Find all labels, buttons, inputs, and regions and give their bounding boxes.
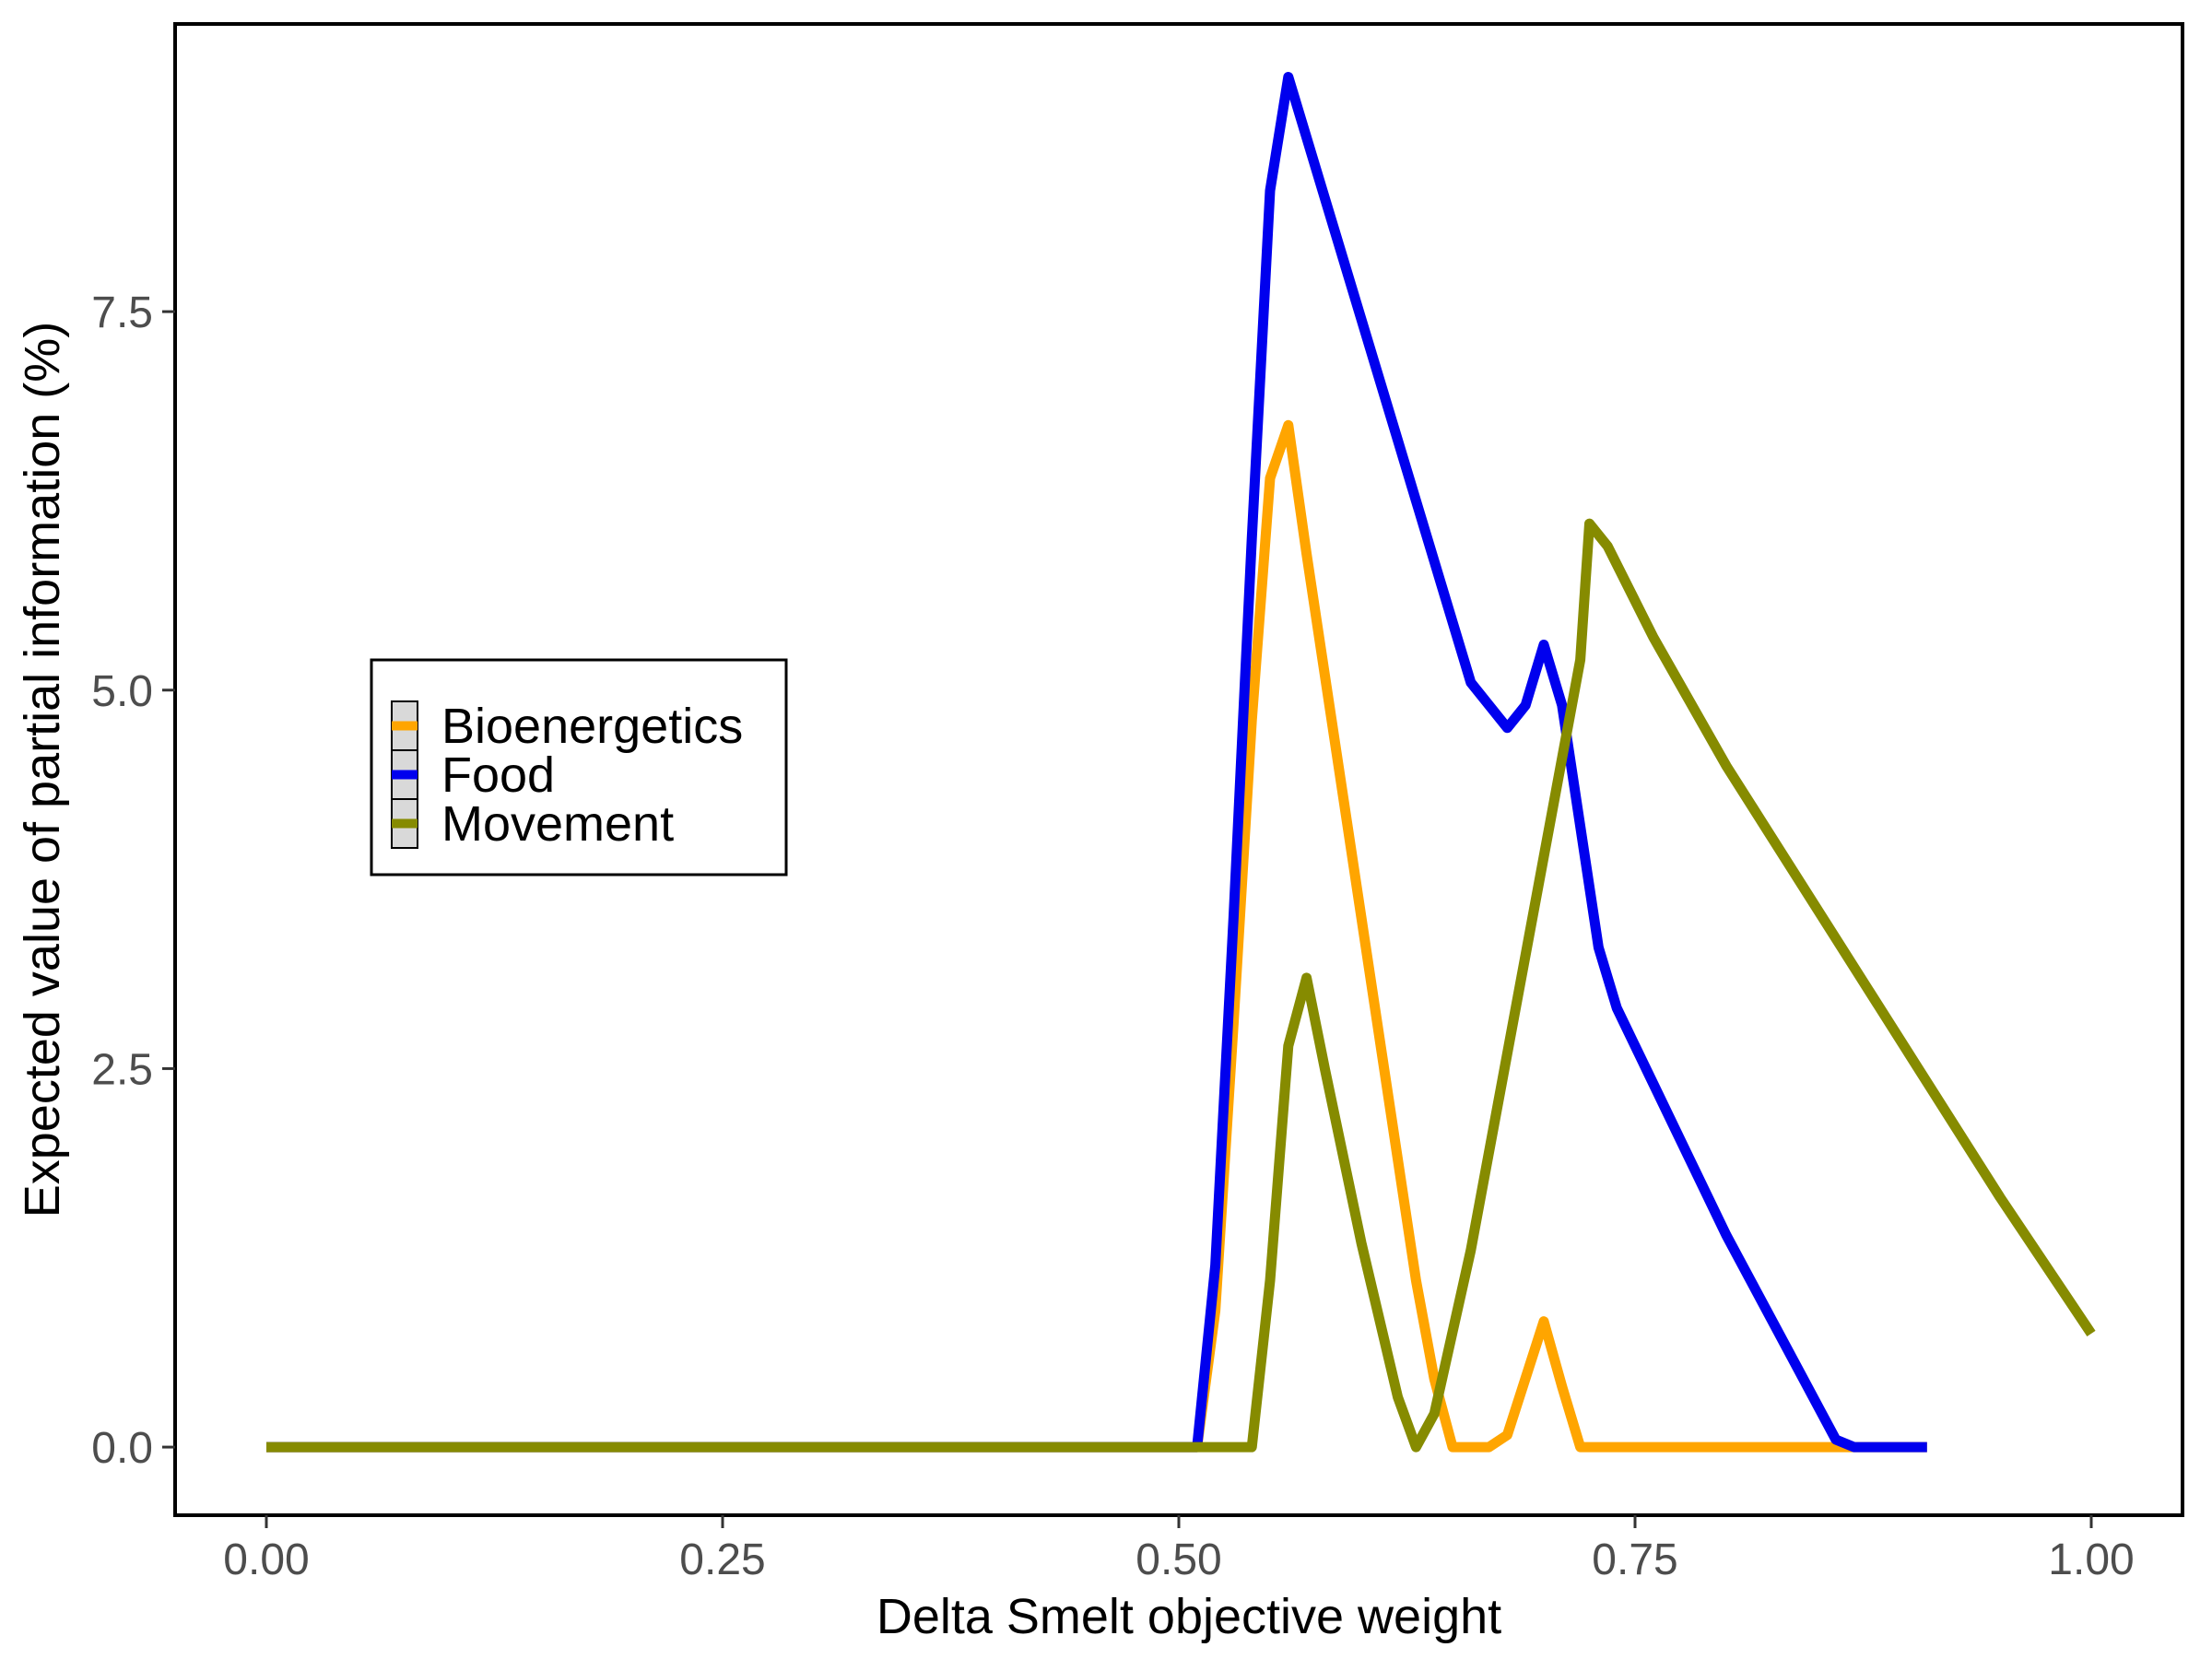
series-layer [266,72,2096,1453]
y-tick-label: 0.0 [91,1424,153,1473]
x-tick-label: 0.75 [1592,1535,1677,1584]
x-tick-label: 0.50 [1135,1535,1221,1584]
x-tick-label: 1.00 [2048,1535,2134,1584]
series-line-bioenergetics [266,419,1927,1453]
series-line-movement [266,518,2096,1453]
x-tick-label: 0.00 [223,1535,309,1584]
y-axis-ticks: 0.0 2.5 5.0 7.5 [91,288,175,1473]
x-axis-ticks: 0.00 0.25 0.50 0.75 1.00 [223,1515,2135,1584]
y-axis-title: Expected value of partial information (%… [15,322,70,1218]
legend-label-movement: Movement [441,796,674,852]
y-tick-label: 2.5 [91,1045,153,1094]
x-tick-label: 0.25 [679,1535,765,1584]
legend-label-food: Food [441,747,555,803]
legend-label-bioenergetics: Bioenergetics [441,699,743,754]
series-line-food [266,72,1927,1453]
y-tick-label: 5.0 [91,667,153,716]
legend-box [370,658,788,877]
x-axis-title: Delta Smelt objective weight [877,1589,1501,1644]
y-tick-label: 7.5 [91,288,153,337]
